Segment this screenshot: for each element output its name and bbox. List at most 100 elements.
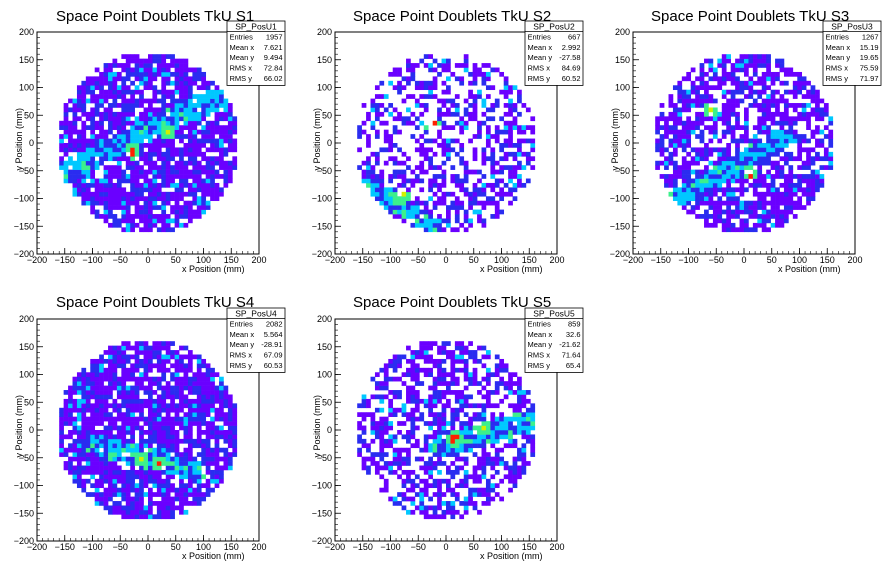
heatmap-bin xyxy=(481,443,487,449)
heatmap-bin xyxy=(130,103,135,108)
heatmap-bin xyxy=(423,80,429,86)
heatmap-bin xyxy=(752,182,758,188)
heatmap-bin xyxy=(383,381,389,386)
heatmap-bin xyxy=(739,54,745,59)
heatmap-bin xyxy=(183,509,189,515)
heatmap-bin xyxy=(744,151,749,157)
heatmap-bin xyxy=(85,76,91,82)
heatmap-bin xyxy=(739,222,745,228)
heatmap-bin xyxy=(165,358,171,364)
heatmap-bins xyxy=(357,54,536,233)
heatmap-bin xyxy=(148,134,153,139)
heatmap-bin xyxy=(165,350,171,355)
heatmap-bin xyxy=(232,430,238,435)
heatmap-bin xyxy=(161,483,167,489)
heatmap-bin xyxy=(379,416,385,422)
heatmap-bin xyxy=(85,85,91,91)
heatmap-bin xyxy=(210,196,215,202)
heatmap-bin xyxy=(739,160,745,166)
heatmap-bin xyxy=(419,487,425,493)
heatmap-bin xyxy=(143,209,149,215)
heatmap-bin xyxy=(441,58,447,64)
heatmap-bin xyxy=(392,390,398,395)
heatmap-bin xyxy=(739,67,745,73)
heatmap-bin xyxy=(410,434,416,440)
heatmap-bin xyxy=(508,200,513,206)
heatmap-bin xyxy=(735,147,740,153)
heatmap-bin xyxy=(659,134,665,139)
heatmap-bin xyxy=(699,103,705,108)
heatmap-bin xyxy=(775,205,780,210)
heatmap-bin xyxy=(81,452,87,457)
heatmap-bin xyxy=(143,430,149,435)
heatmap-bin xyxy=(775,151,780,157)
heatmap-bin xyxy=(121,509,127,515)
heatmap-bin xyxy=(214,465,220,471)
heatmap-bin xyxy=(125,67,131,73)
heatmap-bin xyxy=(90,156,96,162)
heatmap-bin xyxy=(735,200,740,206)
heatmap-bin xyxy=(494,160,500,166)
heatmap-bin xyxy=(437,381,442,386)
heatmap-bin xyxy=(148,363,153,369)
heatmap-bin xyxy=(214,483,220,489)
heatmap-bin xyxy=(214,196,220,202)
heatmap-bin xyxy=(485,85,491,91)
x-tick-label: −50 xyxy=(411,255,426,265)
heatmap-bin xyxy=(450,430,456,435)
heatmap-bin xyxy=(410,367,416,373)
heatmap-bin xyxy=(735,169,740,175)
heatmap-bin xyxy=(174,58,180,64)
heatmap-bin xyxy=(708,174,714,179)
heatmap-bin xyxy=(81,103,87,108)
heatmap-bin xyxy=(499,129,505,135)
heatmap-bin xyxy=(485,156,491,162)
heatmap-bin xyxy=(99,76,104,82)
heatmap-bin xyxy=(108,107,113,113)
heatmap-bin xyxy=(68,129,73,135)
heatmap-bin xyxy=(170,394,175,400)
heatmap-bin xyxy=(454,469,460,475)
heatmap-bin xyxy=(85,492,91,497)
heatmap-bin xyxy=(179,129,184,135)
heatmap-bin xyxy=(792,80,798,86)
heatmap-bin xyxy=(179,107,184,113)
heatmap-bin xyxy=(490,151,496,157)
heatmap-bin xyxy=(174,465,180,471)
heatmap-bin xyxy=(156,403,162,409)
heatmap-bin xyxy=(227,125,233,130)
heatmap-bin xyxy=(770,71,776,77)
heatmap-bin xyxy=(192,174,198,179)
heatmap-bin xyxy=(788,129,794,135)
heatmap-bin xyxy=(201,134,207,139)
heatmap-bin xyxy=(143,509,149,515)
heatmap-bin xyxy=(823,147,829,153)
heatmap-bin xyxy=(148,103,153,108)
heatmap-bin xyxy=(481,111,487,117)
y-tick-label: −100 xyxy=(14,194,34,204)
heatmap-bin xyxy=(152,416,158,422)
heatmap-bin xyxy=(441,416,447,422)
heatmap-bin xyxy=(72,116,78,122)
heatmap-bin xyxy=(481,200,487,206)
heatmap-bin xyxy=(766,107,771,113)
heatmap-bin xyxy=(223,403,229,409)
heatmap-bin xyxy=(76,187,82,193)
heatmap-bin xyxy=(143,125,149,130)
heatmap-bin xyxy=(361,169,367,175)
heatmap-bin xyxy=(187,487,193,493)
heatmap-bin xyxy=(214,456,220,462)
heatmap-bin xyxy=(459,358,465,364)
heatmap-bin xyxy=(819,143,825,148)
heatmap-bin xyxy=(423,434,429,440)
heatmap-bin xyxy=(801,85,807,91)
heatmap-bin xyxy=(125,456,131,462)
heatmap-bin xyxy=(815,103,820,108)
heatmap-bin xyxy=(730,160,736,166)
heatmap-bin xyxy=(116,438,122,444)
heatmap-bin xyxy=(161,156,167,162)
heatmap-bin xyxy=(432,205,438,210)
heatmap-bin xyxy=(744,111,749,117)
heatmap-bin xyxy=(752,58,758,64)
heatmap-bin xyxy=(85,425,91,431)
